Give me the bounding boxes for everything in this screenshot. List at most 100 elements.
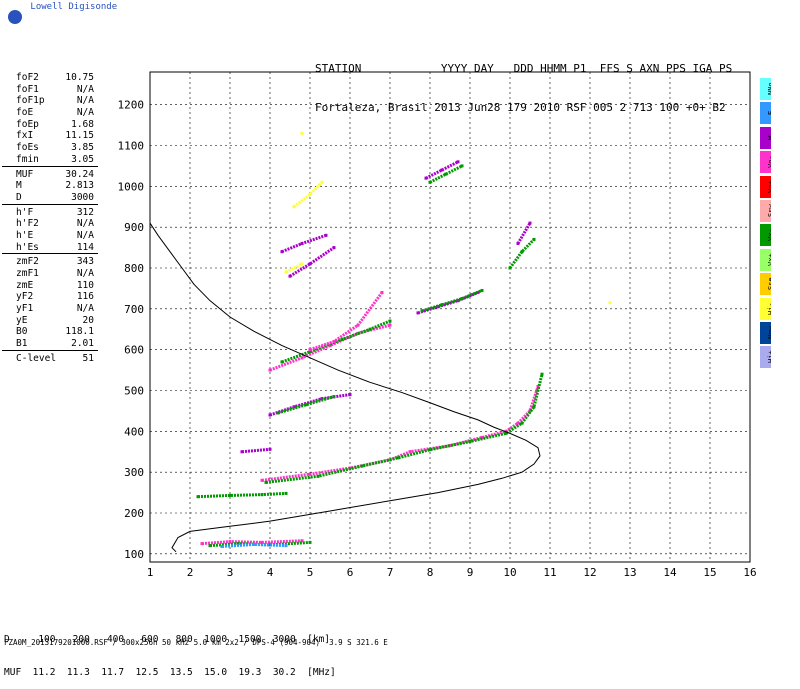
param-value: 2.813 — [65, 180, 94, 192]
param-value: 1.68 — [71, 118, 94, 130]
param-name: B0 — [16, 326, 28, 338]
param-value: 11.15 — [65, 130, 94, 142]
echo-point — [428, 448, 432, 452]
param-value: N/A — [76, 95, 94, 107]
echo-point — [300, 262, 304, 266]
echo-point — [304, 403, 308, 407]
echo-point — [456, 160, 460, 164]
param-value: N/A — [76, 218, 94, 230]
param-value: 2.01 — [71, 338, 94, 350]
echo-trace — [281, 319, 391, 364]
legend-swatch: Vo+ — [760, 175, 771, 198]
logo-text: Lowell Digisonde — [30, 2, 118, 12]
x-tick-label: 13 — [623, 566, 636, 579]
param-row: h'F 312 — [2, 207, 98, 219]
param-value: 110 — [76, 279, 94, 291]
param-row: fmin 3.05 — [2, 154, 98, 167]
x-tick-label: 12 — [583, 566, 596, 579]
param-name: foF1 — [16, 83, 39, 95]
legend-swatch: Vx- — [760, 224, 771, 247]
param-value: 10.75 — [65, 72, 94, 83]
legend-swatch: E — [760, 102, 771, 125]
param-row: foF2 10.75 — [2, 72, 98, 84]
legend-swatch: Hi- — [760, 297, 771, 320]
echo-trace — [421, 289, 483, 313]
param-name: yF1 — [16, 303, 34, 315]
file-info-footer: FZA0M_2013179201000.RSF / 300x256h 50 kH… — [4, 638, 388, 647]
echo-trace — [289, 246, 335, 278]
y-tick-label: 800 — [124, 262, 144, 275]
echo-trace — [309, 291, 384, 352]
x-tick-label: 8 — [427, 566, 434, 579]
echo-point — [300, 131, 304, 135]
param-value: 3.85 — [71, 142, 94, 154]
param-name: zmE — [16, 279, 34, 291]
legend-swatch: Vo- — [760, 151, 771, 174]
param-name: zmF2 — [16, 256, 39, 268]
param-row: zmE 110 — [2, 280, 98, 292]
param-row: foE N/A — [2, 107, 98, 119]
echo-point — [308, 262, 312, 266]
y-tick-label: 1100 — [118, 140, 145, 153]
echo-point — [308, 193, 312, 196]
param-name: MUF — [16, 168, 34, 180]
param-value: N/A — [76, 268, 94, 279]
param-value: N/A — [76, 303, 94, 315]
param-row: D 3000 — [2, 192, 98, 205]
x-tick-label: 11 — [543, 566, 556, 579]
param-row: C-level 51 — [2, 353, 98, 365]
param-name: D — [16, 191, 22, 203]
y-tick-label: 200 — [124, 507, 144, 520]
y-tick-label: 1200 — [118, 99, 145, 112]
scaled-parameters-panel: foF2 10.75 foF1 N/A foF1p N/A foE N/A foEp 1.68 fx… — [2, 72, 98, 365]
x-tick-label: 1 — [147, 566, 154, 579]
y-tick-label: 600 — [124, 344, 144, 357]
x-tick-label: 6 — [347, 566, 354, 579]
x-tick-label: 4 — [267, 566, 274, 579]
param-name: foE — [16, 107, 34, 119]
param-name: B1 — [16, 338, 28, 350]
param-name: C-level — [16, 352, 57, 364]
echo-point — [440, 303, 444, 307]
echo-trace — [277, 395, 335, 415]
echo-point — [460, 297, 464, 301]
param-name: M — [16, 180, 22, 192]
echo-trace — [269, 323, 391, 372]
param-name: h'F — [16, 206, 34, 218]
y-tick-label: 700 — [124, 303, 144, 316]
echo-point — [444, 172, 448, 176]
legend-swatch: Nnw — [760, 321, 771, 344]
echo-trace — [197, 491, 287, 499]
param-row: yF2 116 — [2, 291, 98, 303]
x-tick-label: 10 — [503, 566, 516, 579]
muf-distance-row: D 100 200 400 600 800 1000 1500 3000 [km… — [4, 634, 331, 645]
param-name: yE — [16, 314, 28, 326]
x-tick-label: 16 — [743, 566, 756, 579]
echo-point — [504, 431, 508, 435]
param-row: foEp 1.68 — [2, 119, 98, 131]
param-value: N/A — [76, 83, 94, 95]
x-tick-label: 2 — [187, 566, 194, 579]
echo-trace — [281, 233, 327, 254]
legend-swatch: Sse — [760, 273, 771, 296]
y-tick-label: 1000 — [118, 180, 145, 193]
y-tick-label: 300 — [124, 466, 144, 479]
param-name: h'E — [16, 229, 34, 241]
param-value: 312 — [76, 206, 94, 218]
echo-point — [528, 221, 532, 225]
doppler-legend: NNo E W Vo- Vo+ Ssw Vx- Vx+ Sse Hi- Nnw Hi+ — [760, 78, 772, 371]
param-value: 30.24 — [65, 168, 94, 180]
y-tick-label: 500 — [124, 385, 144, 398]
header-line-2: Fortaleza, Brasil 2013 Jun28 179 2010 RS… — [315, 101, 726, 114]
muf-value-row: MUF 11.2 11.3 11.7 12.5 13.5 15.0 19.3 3… — [4, 667, 336, 678]
x-tick-label: 15 — [703, 566, 716, 579]
param-value: 343 — [76, 256, 94, 268]
param-value: 114 — [76, 241, 94, 253]
globe-icon — [8, 10, 22, 24]
param-row: foEs 3.85 — [2, 142, 98, 154]
ionogram-plot: 1 2 3 4 5 6 7 8 9 10 11 12 13 14 15 1610020030040050060… — [118, 71, 757, 579]
param-value: 3.05 — [71, 153, 94, 165]
echo-point — [528, 409, 532, 413]
param-row: foF1 N/A — [2, 84, 98, 96]
param-name: foEs — [16, 142, 39, 154]
